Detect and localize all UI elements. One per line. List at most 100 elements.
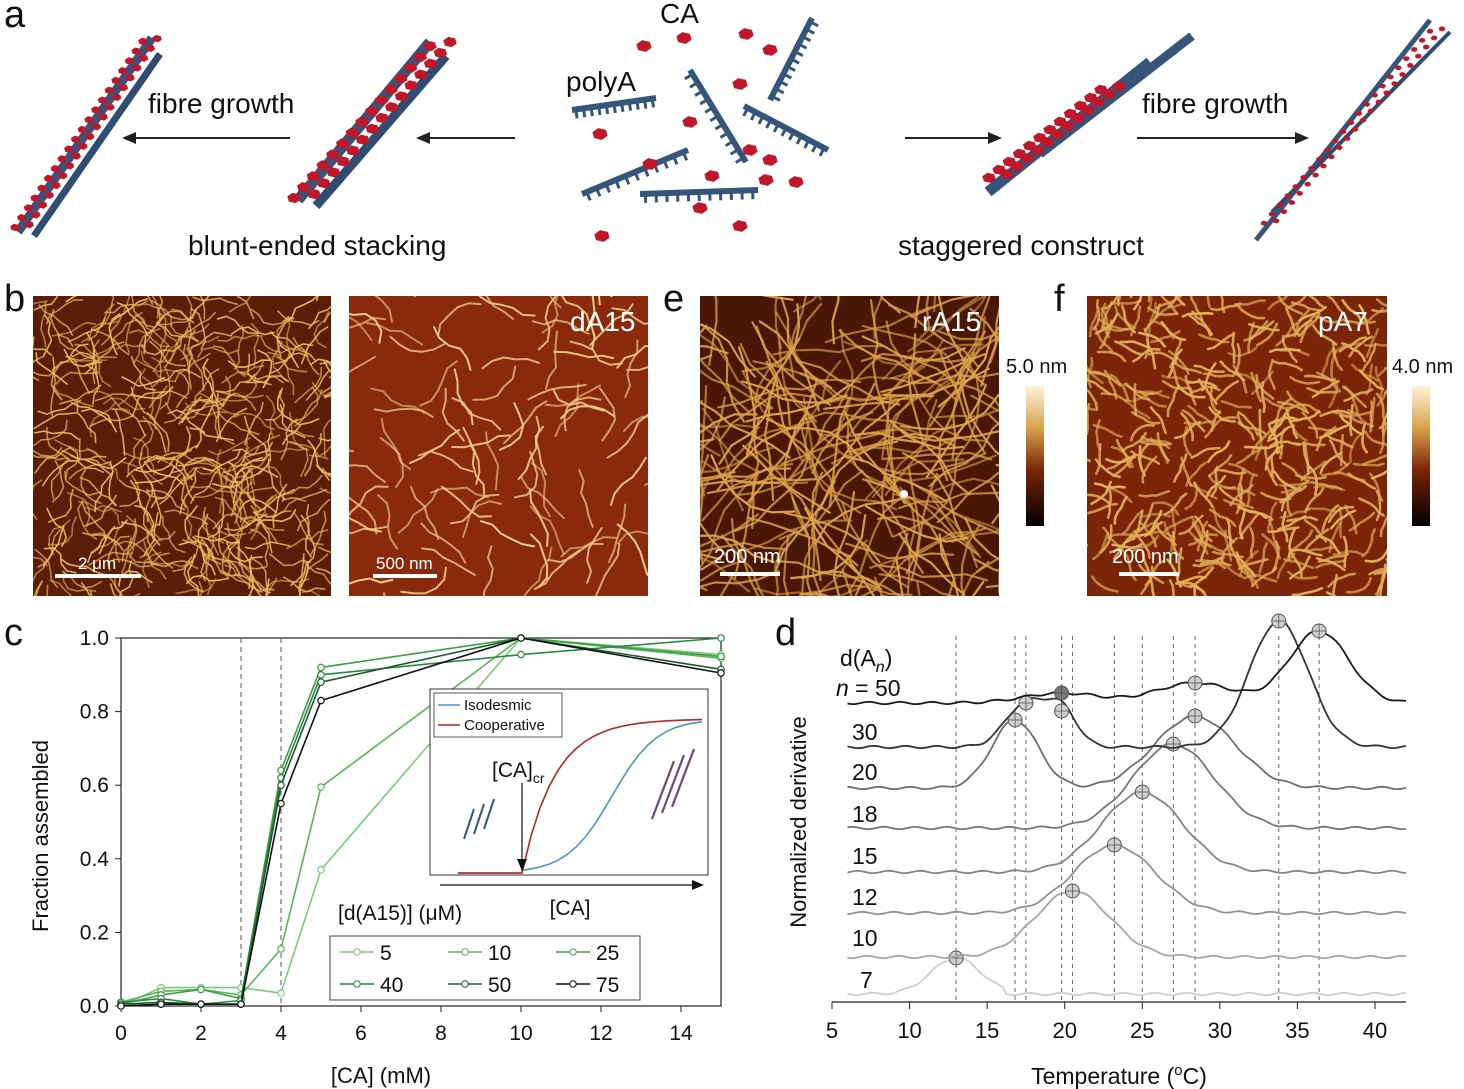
afm-fibre: [318, 437, 331, 442]
afm-fibre: [700, 552, 722, 561]
afm-fibre: [868, 362, 967, 401]
curve-n-50: [847, 630, 1407, 706]
series-line-50: [120, 637, 722, 1006]
curve-n-15: [847, 789, 1407, 875]
afm-fibre: [121, 461, 163, 485]
legend-marker-5: [353, 948, 361, 956]
afm-fibre: [146, 412, 170, 452]
afm-fibre: [216, 315, 258, 335]
afm-fibre: [966, 296, 987, 321]
afm-fibre: [1281, 510, 1289, 543]
afm-fibre: [159, 366, 171, 410]
afm-fibre: [936, 471, 999, 524]
series-line-5: [120, 637, 722, 1007]
ca-hexagon: [346, 145, 360, 156]
chart-d: 5 10 15 20 25 30 35 40 Temperature (oC) Normalize…: [786, 613, 1407, 1089]
afm-fibre: [156, 456, 193, 481]
afm-fibre: [1088, 306, 1100, 338]
ca-hexagon: [23, 204, 34, 212]
afm-fibre: [1109, 535, 1137, 554]
afm-fibre: [85, 363, 100, 406]
afm-fibre: [913, 296, 987, 346]
afm-fibre: [1358, 304, 1371, 335]
ca-hexagon: [1438, 26, 1446, 32]
afm-fibre: [1346, 576, 1372, 594]
ca-hexagon: [413, 51, 427, 62]
ca-hexagon: [326, 149, 340, 160]
afm-fibre: [1214, 380, 1239, 403]
afm-fibre: [1087, 368, 1105, 376]
legend-label-5: 5: [380, 942, 392, 965]
ca-hexagon: [336, 156, 350, 167]
afm-fibre: [245, 375, 289, 384]
afm-fibre: [848, 560, 876, 596]
afm-fibre: [114, 576, 123, 596]
afm-fibre: [240, 468, 261, 510]
polya-base: [694, 89, 704, 97]
ca-hexagon: [1023, 140, 1037, 151]
ca-hexagon: [676, 32, 692, 44]
afm-fibre: [841, 568, 853, 596]
afm-fibre: [244, 402, 264, 446]
afm-image-b1: [33, 296, 331, 596]
afm-fibre: [783, 511, 881, 563]
afm-fibre: [888, 454, 997, 482]
panel-label-c: c: [4, 612, 23, 654]
x-tick-label: 25: [1130, 1018, 1154, 1043]
ca-hexagon: [394, 91, 409, 102]
polya-base: [775, 87, 785, 95]
afm-fibre: [608, 503, 627, 563]
afm-fibre: [145, 489, 186, 511]
afm-fibre: [560, 296, 591, 327]
afm-fibre: [898, 532, 966, 596]
afm-fibre: [517, 425, 545, 481]
series-point-40: [317, 671, 325, 679]
afm-fibre: [177, 311, 216, 340]
inset-fibre-sketch: [660, 754, 686, 814]
ca-hexagon: [1260, 220, 1268, 226]
afm-fibre: [67, 492, 91, 528]
ca-hexagon: [1379, 83, 1386, 89]
afm-fibre: [409, 428, 461, 465]
afm-fibre: [700, 513, 760, 548]
afm-fibre: [717, 380, 825, 409]
ca-hexagon: [982, 172, 996, 183]
afm-fibre: [1346, 409, 1375, 428]
panel-a-schematic: [10, 16, 1452, 242]
afm-fibre: [40, 301, 47, 348]
afm-fibre: [700, 446, 776, 474]
afm-fibre: [1325, 296, 1345, 315]
afm-fibre: [34, 430, 80, 440]
scalebar-f: 200 nm: [1112, 546, 1179, 568]
afm-fibre: [90, 522, 124, 554]
afm-fibre: [1260, 381, 1266, 414]
afm-fibre: [1231, 331, 1236, 364]
ca-hexagon: [1002, 156, 1017, 167]
afm-fibre: [928, 421, 999, 488]
afm-fibre: [1087, 403, 1091, 436]
afm-fibre: [533, 549, 581, 590]
inset-x-label: [CA]: [550, 897, 591, 920]
afm-fibre: [366, 322, 423, 346]
polya-base: [803, 139, 811, 149]
afm-fibre: [788, 296, 808, 378]
afm-fibre: [907, 333, 925, 444]
afm-fibre: [183, 499, 193, 544]
afm-fibre: [149, 340, 187, 367]
afm-fibre: [859, 532, 909, 596]
afm-fibre: [902, 452, 965, 541]
afm-fibre: [1341, 385, 1367, 408]
polya-base: [719, 131, 729, 139]
afm-fibre: [800, 571, 903, 596]
afm-fibre: [121, 376, 166, 387]
polya-base: [662, 159, 669, 169]
series-label-12: 12: [852, 884, 878, 910]
afm-fibre: [80, 467, 102, 505]
ca-hexagon: [403, 62, 418, 73]
ca-hexagon: [1272, 218, 1280, 224]
afm-fibre: [701, 462, 794, 522]
afm-fibre: [549, 296, 562, 309]
afm-fibre: [1191, 310, 1212, 337]
polya-base: [595, 187, 602, 197]
ca-hexagon: [1343, 136, 1351, 142]
